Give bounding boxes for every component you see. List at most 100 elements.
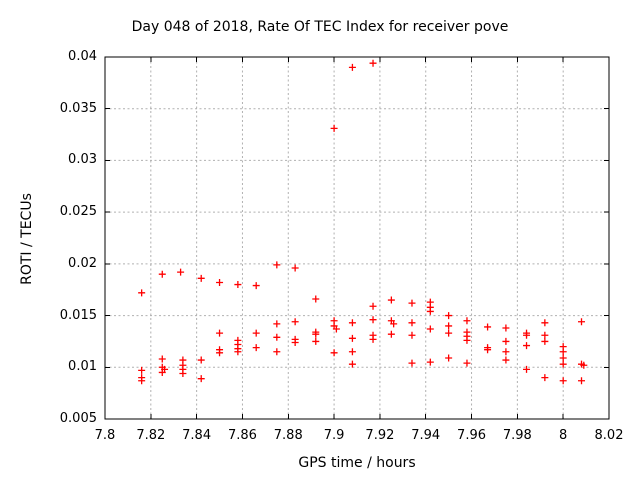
data-point-marker	[291, 318, 299, 326]
data-point-marker	[158, 355, 166, 363]
y-tick-label: 0.015	[59, 307, 97, 323]
data-point-marker	[463, 359, 471, 367]
x-axis-label: GPS time / hours	[298, 455, 416, 471]
x-tick-label: 7.98	[502, 428, 532, 443]
data-point-marker	[216, 329, 224, 337]
data-point-marker	[273, 261, 281, 269]
data-point-marker	[502, 324, 510, 332]
data-point-marker	[197, 375, 205, 383]
y-tick-label: 0.01	[68, 359, 97, 375]
data-point-marker	[369, 59, 377, 67]
data-point-marker	[408, 331, 416, 339]
data-point-marker	[463, 317, 471, 325]
data-point-marker	[273, 333, 281, 341]
data-point-marker	[387, 330, 395, 338]
data-point-marker	[426, 325, 434, 333]
data-point-marker	[578, 377, 586, 385]
x-tick-label: 7.84	[182, 428, 212, 443]
data-point-marker	[138, 366, 146, 374]
data-point-marker	[252, 344, 260, 352]
data-point-marker	[138, 289, 146, 297]
data-point-marker	[369, 302, 377, 310]
data-point-marker	[312, 330, 320, 338]
y-tick-label: 0.005	[59, 411, 97, 426]
data-point-marker	[445, 354, 453, 362]
data-point-marker	[179, 369, 187, 377]
data-point-marker	[273, 348, 281, 356]
data-point-marker	[387, 296, 395, 304]
data-point-marker	[348, 63, 356, 71]
data-point-marker	[197, 356, 205, 364]
data-point-marker	[312, 337, 320, 345]
data-point-marker	[138, 377, 146, 385]
x-tick-label: 7.94	[411, 428, 441, 443]
data-point-marker	[426, 307, 434, 315]
data-point-marker	[463, 336, 471, 344]
data-point-marker	[541, 319, 549, 327]
data-point-marker	[541, 331, 549, 339]
data-point-marker	[332, 325, 340, 333]
data-point-marker	[559, 377, 567, 385]
data-point-marker	[523, 342, 531, 350]
data-point-marker	[348, 334, 356, 342]
data-point-marker	[330, 124, 338, 132]
data-point-marker	[330, 349, 338, 357]
data-point-marker	[502, 356, 510, 364]
data-point-marker	[348, 319, 356, 327]
y-tick-label: 0.04	[68, 49, 97, 64]
data-point-marker	[559, 354, 567, 362]
x-tick-label: 8	[559, 428, 568, 443]
data-point-marker	[426, 358, 434, 366]
data-point-marker	[502, 337, 510, 345]
data-point-marker	[216, 278, 224, 286]
data-point-marker	[408, 319, 416, 327]
data-point-marker	[197, 274, 205, 282]
data-point-marker	[348, 360, 356, 368]
x-tick-label: 7.92	[365, 428, 395, 443]
chart-title: Day 048 of 2018, Rate Of TEC Index for r…	[131, 19, 509, 35]
y-tick-label: 0.03	[68, 152, 97, 168]
plot-border	[104, 56, 610, 420]
x-tick-label: 8.02	[594, 428, 624, 443]
x-tick-label: 7.96	[457, 428, 486, 443]
data-point-marker	[234, 348, 242, 356]
data-point-marker	[445, 322, 453, 330]
data-point-marker	[578, 318, 586, 326]
data-point-marker	[580, 361, 588, 369]
y-tick-label: 0.025	[59, 204, 97, 220]
data-point-marker	[369, 335, 377, 343]
data-point-marker	[252, 282, 260, 290]
data-point-marker	[523, 331, 531, 339]
data-point-marker	[252, 329, 260, 337]
data-point-marker	[291, 338, 299, 346]
y-tick-label: 0.035	[59, 100, 97, 116]
x-tick-label: 7.9	[323, 428, 345, 443]
data-point-marker	[348, 348, 356, 356]
data-point-marker	[177, 268, 185, 276]
x-tick-label: 7.86	[227, 428, 257, 443]
y-tick-label: 0.02	[68, 255, 97, 271]
data-point-marker	[541, 374, 549, 382]
data-point-marker	[484, 323, 492, 331]
data-point-marker	[158, 368, 166, 376]
data-point-marker	[559, 348, 567, 356]
data-point-marker	[216, 349, 224, 357]
data-point-marker	[445, 329, 453, 337]
data-point-marker	[523, 365, 531, 373]
x-tick-label: 7.88	[273, 428, 303, 443]
data-point-marker	[445, 312, 453, 320]
data-point-marker	[408, 359, 416, 367]
data-point-marker	[369, 316, 377, 324]
x-tick-label: 7.82	[136, 428, 166, 443]
data-point-marker	[559, 360, 567, 368]
x-tick-label: 7.8	[94, 428, 116, 443]
data-point-marker	[408, 299, 416, 307]
data-point-marker	[484, 346, 492, 354]
data-point-marker	[390, 320, 398, 328]
data-point-marker	[273, 320, 281, 328]
data-point-marker	[291, 264, 299, 272]
data-point-marker	[502, 348, 510, 356]
data-point-marker	[158, 270, 166, 278]
